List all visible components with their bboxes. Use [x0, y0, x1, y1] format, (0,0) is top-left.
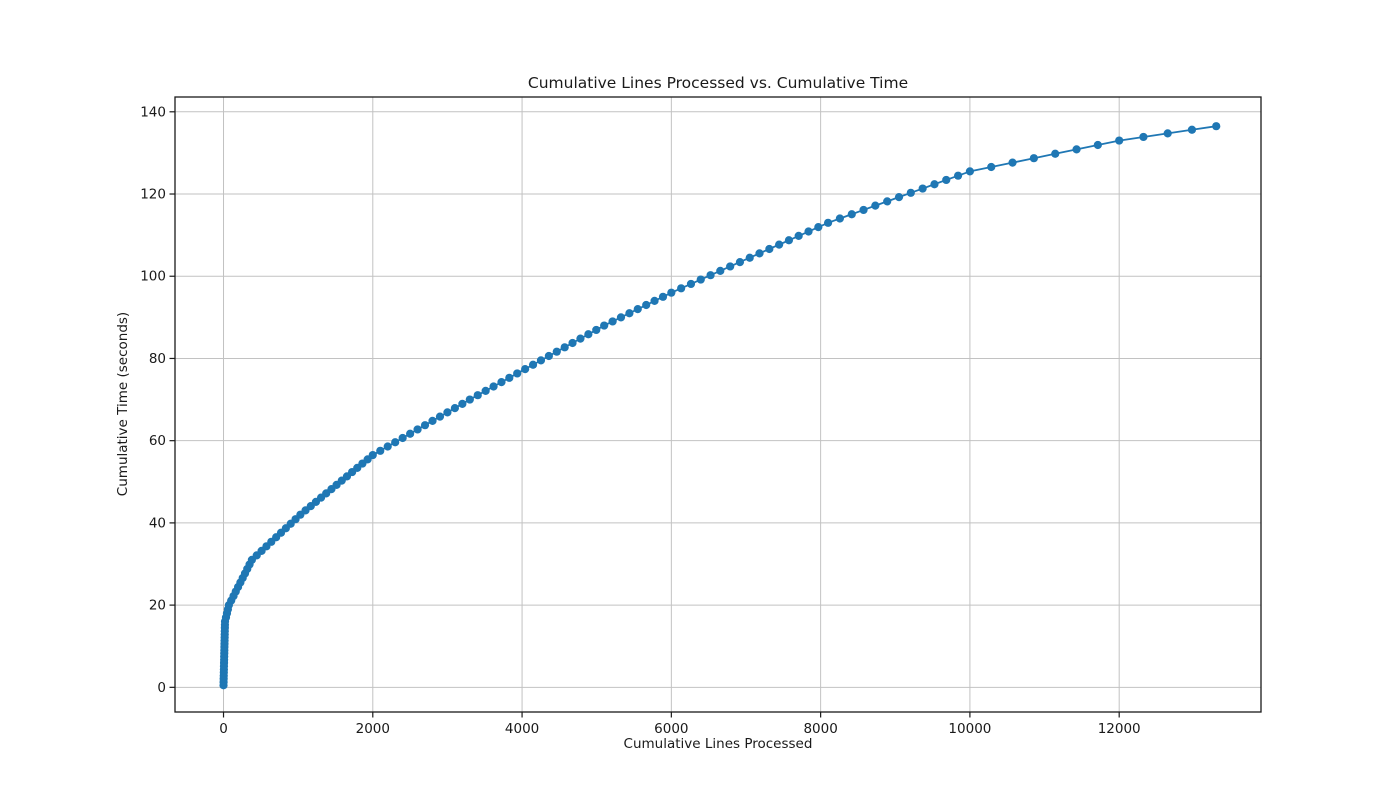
y-tick-label: 20 — [149, 598, 166, 614]
x-tick-label: 4000 — [505, 721, 539, 737]
x-tick-label: 12000 — [1098, 721, 1141, 737]
grid-lines — [175, 97, 1261, 712]
y-tick-label: 120 — [140, 187, 166, 203]
y-axis-ticks: 0 20 40 60 80 100 120 140 — [140, 104, 175, 696]
y-tick-label: 60 — [149, 433, 166, 449]
chart-title: Cumulative Lines Processed vs. Cumulativ… — [527, 74, 909, 92]
y-tick-label: 100 — [140, 269, 166, 285]
y-axis-label: Cumulative Time (seconds) — [115, 311, 131, 497]
plot-spines — [174, 96, 1262, 713]
series-markers — [219, 122, 1221, 690]
x-tick-label: 10000 — [948, 721, 991, 737]
x-tick-label: 2000 — [356, 721, 390, 737]
y-tick-label: 140 — [140, 104, 166, 120]
x-tick-label: 6000 — [654, 721, 688, 737]
y-tick-label: 80 — [149, 351, 166, 367]
x-tick-label: 0 — [219, 721, 228, 737]
x-axis-ticks: 0 2000 4000 6000 8000 10000 12000 — [219, 712, 1141, 737]
x-tick-label: 8000 — [803, 721, 837, 737]
y-tick-label: 0 — [157, 680, 166, 696]
x-axis-label: Cumulative Lines Processed — [623, 736, 813, 752]
y-tick-label: 40 — [149, 515, 166, 531]
